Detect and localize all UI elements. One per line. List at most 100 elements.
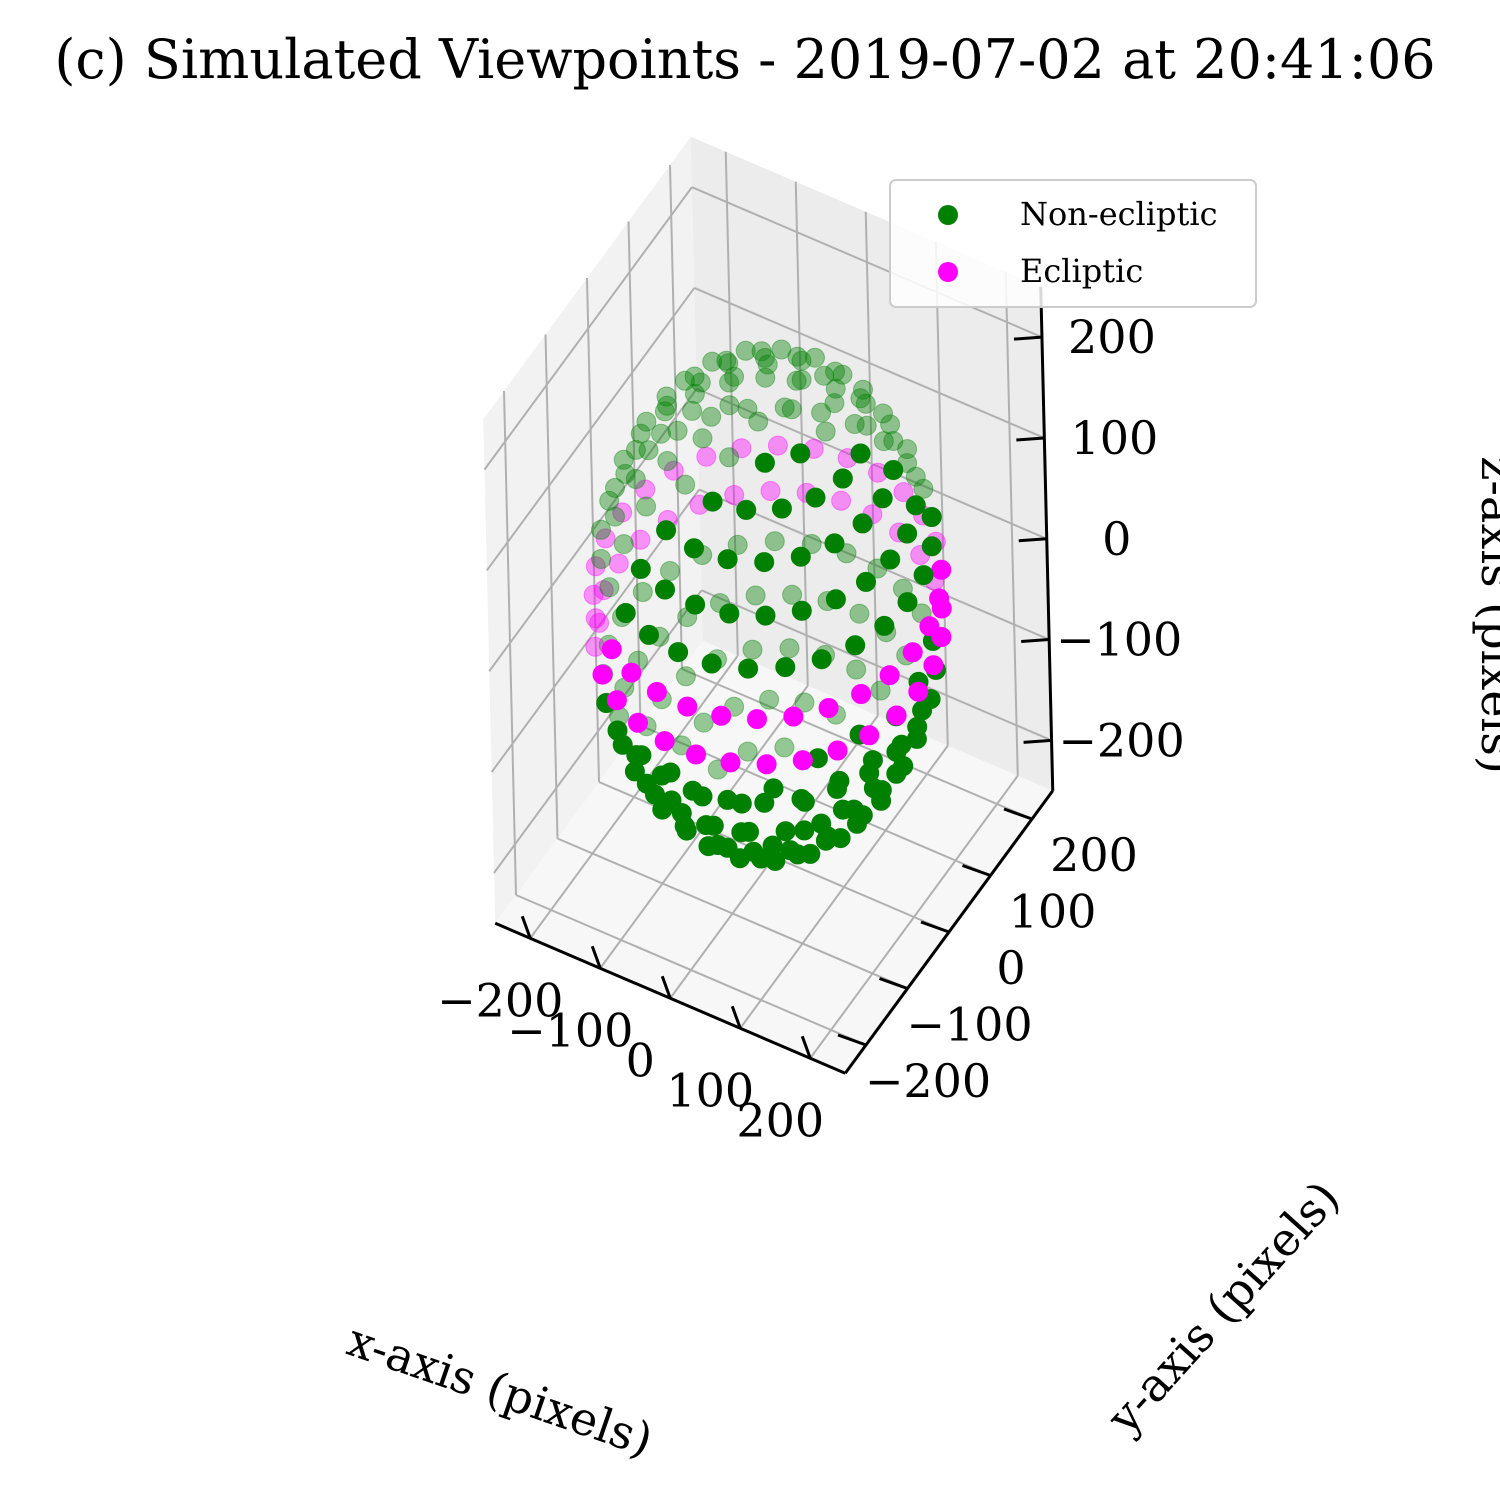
scatter-point-non-ecliptic [719,603,740,624]
scatter-point-non-ecliptic [764,531,785,552]
scatter-point-non-ecliptic [921,536,942,557]
scatter-point-non-ecliptic [825,378,846,399]
scatter-point-non-ecliptic [852,513,873,534]
scatter-point-non-ecliptic [716,350,737,371]
scatter-point-non-ecliptic [907,716,928,737]
scatter-point-non-ecliptic [824,393,845,414]
scatter-point-ecliptic [585,556,606,577]
scatter-points [583,339,952,871]
scatter-point-non-ecliptic [855,393,876,414]
x-tick-label: −200 [437,973,563,1027]
scatter-point-non-ecliptic [702,351,723,372]
scatter-point-ecliptic [592,664,613,685]
z-tick-label-mark [1021,638,1050,644]
scatter-point-non-ecliptic [856,571,876,592]
scatter-point-non-ecliptic [682,780,703,801]
scatter-point-ecliptic [589,612,610,633]
y-tick-label: 100 [1009,885,1097,939]
scatter-point-ecliptic [711,705,732,726]
scatter-point-non-ecliptic [782,584,803,605]
scatter-point-non-ecliptic [719,395,740,416]
scatter-point-non-ecliptic [754,552,775,573]
scatter-point-ecliptic [583,584,604,605]
scatter-point-non-ecliptic [630,423,651,444]
scatter-point-non-ecliptic [599,490,620,511]
scatter-point-non-ecliptic [625,469,646,489]
scatter-point-non-ecliptic [832,364,853,385]
scatter-point-non-ecliptic [791,600,812,621]
scatter-point-non-ecliptic [615,603,636,623]
scatter-point-ecliptic [893,482,914,503]
scatter-point-ecliptic [879,665,900,686]
grid-line-back-z [696,387,1048,540]
scatter-point-non-ecliptic [786,370,807,391]
scatter-point-non-ecliptic [754,347,775,368]
scatter-point-non-ecliptic [630,558,651,579]
scatter-point-non-ecliptic [794,692,815,713]
x-tick-label-mark [730,1005,742,1029]
z-tick-label-mark [1023,738,1052,744]
scatter-point-ecliptic [919,616,940,637]
scatter-point-non-ecliptic [605,506,625,527]
scatter-point-non-ecliptic [591,549,612,569]
scatter-point-non-ecliptic [625,439,646,460]
scatter-point-non-ecliptic [736,499,757,520]
scatter-point-non-ecliptic [815,830,836,851]
grid-line-back-z [691,186,1043,339]
x-tick-label-mark [520,915,532,939]
grid-line-side-y [669,164,683,670]
scatter-point-non-ecliptic [738,658,759,679]
scatter-point-ecliptic [929,588,950,609]
scatter-point-non-ecliptic [827,778,847,799]
scatter-point-non-ecliptic [655,579,675,600]
scatter-point-non-ecliptic [771,498,792,519]
scatter-point-non-ecliptic [759,689,780,710]
scatter-point-non-ecliptic [774,397,795,418]
scatter-point-non-ecliptic [811,402,832,423]
legend-box [889,179,1257,308]
scatter-point-non-ecliptic [825,589,846,610]
scatter-point-ecliptic [886,705,907,726]
z-axis-label: z-axis (pixels) [1471,456,1500,774]
x-tick-label: −100 [507,1003,633,1057]
scatter-point-non-ecliptic [757,354,778,375]
legend-marker-non-ecliptic [938,205,958,225]
scatter-point-non-ecliptic [880,549,901,570]
scatter-point-non-ecliptic [880,414,901,435]
scatter-point-non-ecliptic [765,850,786,871]
scatter-point-non-ecliptic [692,428,713,449]
scatter-point-non-ecliptic [632,582,653,602]
scatter-point-ecliptic [818,698,839,718]
scatter-point-non-ecliptic [651,765,672,786]
tick-labels: −200−200−200−100 −100−1000001001001002002… [437,310,1185,1147]
scatter-point-non-ecliptic [702,491,723,512]
scatter-point-ecliptic [606,690,627,711]
scatter-point-non-ecliptic [751,341,772,362]
scatter-point-non-ecliptic [684,383,705,404]
scatter-point-non-ecliptic [850,388,871,409]
scatter-point-non-ecliptic [656,386,677,407]
scatter-point-ecliptic [747,709,767,730]
scatter-point-non-ecliptic [735,340,756,361]
scatter-point-ecliptic [767,435,788,456]
scatter-point-non-ecliptic [897,523,918,544]
grid-line-back-x [1004,271,1019,776]
scatter-point-non-ecliptic [718,353,739,374]
scatter-point-non-ecliptic [832,468,853,489]
scatter-point-non-ecliptic [739,821,759,842]
x-axis-label: x-axis (pixels) [341,1312,660,1467]
scatter-point-ecliptic [608,553,629,574]
scatter-point-non-ecliptic [905,466,926,487]
scatter-point-non-ecliptic [775,821,796,842]
scatter-point-non-ecliptic [645,784,665,805]
scatter-point-non-ecliptic [701,406,722,427]
scatter-point-non-ecliptic [872,488,893,509]
legend-label-ecliptic: Ecliptic [1020,252,1143,290]
scatter-point-non-ecliptic [656,520,677,541]
y-tick-label-mark [920,920,950,934]
scatter-point-non-ecliptic [719,447,740,468]
scatter-point-non-ecliptic [754,452,775,473]
scatter-point-non-ecliptic [794,820,815,841]
scatter-point-non-ecliptic [615,463,636,484]
